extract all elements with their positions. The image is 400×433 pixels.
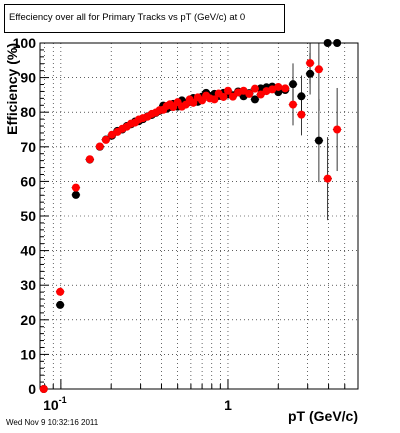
red-series-point bbox=[39, 385, 48, 393]
red-series-point bbox=[56, 287, 65, 296]
red-series-point bbox=[297, 110, 306, 119]
red-series-point bbox=[268, 85, 277, 94]
y-tick-label: 100 bbox=[13, 35, 37, 51]
y-tick-label: 30 bbox=[20, 277, 36, 293]
red-series-point bbox=[245, 89, 254, 98]
red-series-point bbox=[250, 84, 259, 93]
red-series-point bbox=[281, 84, 290, 93]
red-series-point bbox=[323, 174, 332, 183]
red-series-point bbox=[85, 155, 94, 164]
red-series-point bbox=[274, 82, 283, 91]
red-series-point bbox=[306, 59, 315, 68]
y-tick-label: 20 bbox=[20, 312, 36, 328]
red-series-point bbox=[189, 98, 198, 107]
red-series-point bbox=[101, 135, 110, 144]
y-tick-label: 80 bbox=[20, 104, 36, 120]
y-tick-label: 60 bbox=[20, 173, 36, 189]
red-series-point bbox=[223, 86, 232, 95]
black-series-point bbox=[333, 39, 342, 47]
red-series-point bbox=[210, 95, 219, 104]
black-series-point bbox=[289, 80, 298, 89]
tick-labels: 0 10 20 30 40 50 60 70 80 90 100 10-1 1 bbox=[13, 35, 232, 413]
y-tick-label: 40 bbox=[20, 243, 36, 259]
red-series-point bbox=[71, 183, 80, 192]
black-series-point bbox=[314, 136, 323, 145]
black-series-point bbox=[71, 190, 80, 199]
x-tick-label: 10-1 bbox=[43, 395, 67, 413]
chart-title: Effeciency over all for Primary Tracks v… bbox=[9, 12, 246, 23]
x-axis-label: pT (GeV/c) bbox=[288, 408, 358, 424]
y-tick-label: 10 bbox=[20, 346, 36, 362]
x-tick-label: 1 bbox=[224, 397, 232, 413]
y-tick-label: 0 bbox=[28, 381, 36, 397]
timestamp: Wed Nov 9 10:32:16 2011 bbox=[6, 418, 99, 427]
red-series-point bbox=[256, 90, 265, 99]
y-tick-label: 70 bbox=[20, 139, 36, 155]
red-series-point bbox=[95, 142, 104, 151]
black-series-point bbox=[323, 39, 332, 47]
y-tick-label: 90 bbox=[20, 70, 36, 86]
axes bbox=[40, 42, 359, 390]
y-axis-label: Efficiency (%) bbox=[4, 43, 20, 135]
red-series-point bbox=[289, 100, 298, 109]
black-series-point bbox=[56, 300, 65, 309]
red-series-point bbox=[333, 125, 342, 134]
red-series-point bbox=[219, 92, 228, 101]
black-series-point bbox=[297, 92, 306, 101]
y-tick-label: 50 bbox=[20, 208, 36, 224]
chart-title-box: Effeciency over all for Primary Tracks v… bbox=[4, 4, 285, 33]
black-series-point bbox=[306, 69, 315, 78]
data-points bbox=[39, 39, 342, 393]
red-series-point bbox=[314, 65, 323, 74]
black-series-point bbox=[250, 95, 259, 104]
